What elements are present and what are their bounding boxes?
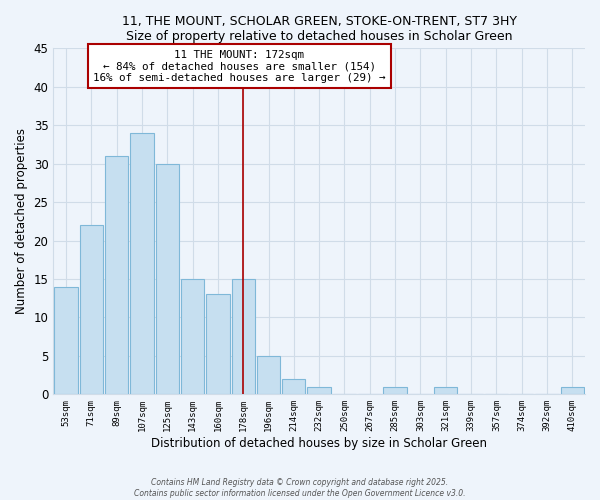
Bar	[206, 294, 230, 394]
Text: 11 THE MOUNT: 172sqm
← 84% of detached houses are smaller (154)
16% of semi-deta: 11 THE MOUNT: 172sqm ← 84% of detached h…	[93, 50, 386, 83]
Bar	[55, 286, 77, 395]
Text: Contains HM Land Registry data © Crown copyright and database right 2025.
Contai: Contains HM Land Registry data © Crown c…	[134, 478, 466, 498]
Bar	[257, 356, 280, 395]
Bar	[232, 279, 255, 394]
Bar	[383, 386, 407, 394]
Bar	[560, 386, 584, 394]
Bar	[80, 225, 103, 394]
Bar	[181, 279, 204, 394]
Bar	[307, 386, 331, 394]
Bar	[105, 156, 128, 394]
Y-axis label: Number of detached properties: Number of detached properties	[15, 128, 28, 314]
Bar	[130, 133, 154, 394]
Bar	[434, 386, 457, 394]
Bar	[282, 379, 305, 394]
Title: 11, THE MOUNT, SCHOLAR GREEN, STOKE-ON-TRENT, ST7 3HY
Size of property relative : 11, THE MOUNT, SCHOLAR GREEN, STOKE-ON-T…	[122, 15, 517, 43]
Bar	[155, 164, 179, 394]
X-axis label: Distribution of detached houses by size in Scholar Green: Distribution of detached houses by size …	[151, 437, 487, 450]
